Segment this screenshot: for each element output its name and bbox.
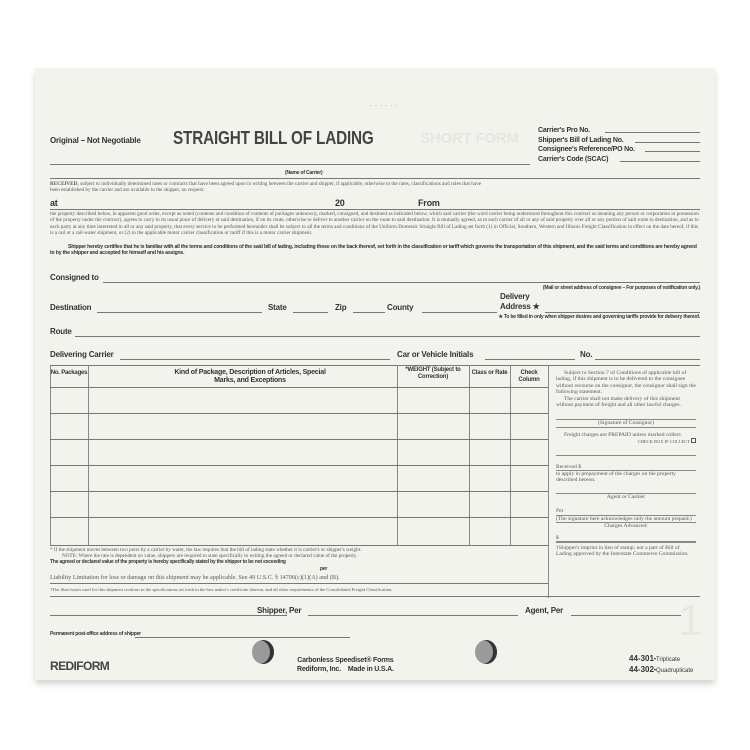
liability-text: Liability Limitation for loss or damage … [50,574,340,581]
consigned-to-label: Consigned to [50,273,99,282]
col-check: Check Column [518,370,540,383]
destination-field[interactable] [97,312,262,313]
received-text: , subject to individually determined rat… [50,181,482,194]
bol-no-field[interactable] [635,142,700,143]
table-row[interactable] [50,517,548,518]
table-row[interactable] [50,439,548,440]
shipment-table: No. Packages Kind of Package, Descriptio… [50,365,700,598]
at-from-field[interactable] [50,209,700,210]
zip-label: Zip [335,303,347,312]
scac-field[interactable] [620,161,700,162]
prepaid-panel: Subject to Section 7 of Conditions of ap… [556,370,696,558]
binder-hole [252,640,274,664]
received-label: RECEIVED [50,181,78,187]
terms-paragraph: the property described below, in apparen… [50,211,699,236]
col-packages: No. Packages [50,370,88,376]
carriers-pro-label: Carrier's Pro No. [538,127,590,134]
car-initials-label: Car or Vehicle Initials [397,350,474,359]
consignee-ref-label: Consignee's Reference/PO No. [538,146,635,153]
table-row[interactable] [50,545,548,546]
fibre-note: †The fibre boxes used for this shipment … [50,587,393,592]
pro-no-field[interactable] [605,132,700,133]
col-description: Kind of Package, Description of Articles… [174,369,326,384]
declared-value-text: The agreed or declared value of the prop… [50,559,286,565]
name-of-carrier-label: (Name of Carrier) [285,170,323,176]
short-form-watermark: SHORT FORM [420,130,519,147]
divider [50,583,548,584]
state-field[interactable] [293,312,328,313]
delivery-address-field[interactable] [545,312,700,313]
no-label: No. [580,350,593,359]
divider [50,596,700,597]
county-label: County [387,303,414,312]
from-label: From [418,198,440,208]
certification-paragraph: Shipper hereby certifies that he is fami… [50,244,697,257]
permanent-address-field[interactable] [135,637,350,638]
table-row[interactable] [50,491,548,492]
page-title: STRAIGHT BILL OF LADING [173,128,374,148]
rediform-logo: REDIFORM [50,659,110,673]
no-field[interactable] [595,359,700,360]
state-label: State [268,303,287,312]
form-codes: 44-301•Triplicate 44-302•Quadruplicate [629,654,694,674]
county-field[interactable] [422,312,497,313]
shipper-per-label: Shipper, Per [257,606,302,615]
perforation: - - - - - - [370,103,398,109]
col-weight: *WEIGHT (Subject to Correction) [405,367,461,380]
original-label: Original – Not Negotiable [50,136,141,145]
table-row[interactable] [50,413,548,414]
value-note: NOTE: Where the rate is dependent on val… [62,553,358,560]
water-note: * If the shipment moves between two port… [50,547,362,553]
shipper-per-field[interactable] [308,615,518,616]
charges-advanced-field[interactable]: $ [556,535,696,543]
agent-per-label: Agent, Per [525,606,564,615]
ref-no-field[interactable] [645,151,700,152]
consigned-to-field[interactable] [103,282,700,283]
table-row[interactable] [50,387,548,388]
route-label: Route [50,327,72,336]
per-field[interactable]: Per [556,508,696,516]
scac-label: Carrier's Code (SCAC) [538,155,609,163]
copy-number: 1 [678,596,703,645]
route-field[interactable] [75,336,700,337]
delivering-carrier-label: Delivering Carrier [50,350,114,359]
table-row[interactable] [50,465,548,466]
at-label: at [50,198,58,208]
divider [50,178,700,179]
year-label: 20 [335,198,345,208]
agent-per-field[interactable] [571,615,681,616]
shipper-signature-field[interactable] [50,615,287,616]
zip-field[interactable] [353,312,385,313]
col-class: Class or Rate [471,370,508,376]
bill-of-lading-form: - - - - - - Original – Not Negotiable ST… [35,68,715,680]
binder-hole [475,640,497,664]
car-initials-field[interactable] [485,359,575,360]
delivery-address-label: Delivery Address ★ [500,292,540,311]
permanent-address-label: Permanent post-office address of shipper [50,631,141,637]
delivering-carrier-field[interactable] [120,359,390,360]
reference-fields: Carrier's Pro No. Shipper's Bill of Ladi… [538,126,635,164]
collect-checkbox[interactable] [691,438,696,444]
shipper-bol-label: Shipper's Bill of Lading No. [538,136,624,144]
received-amount-field[interactable]: Received $ [556,464,696,472]
carrier-name-field[interactable] [50,164,530,165]
declared-per: per [320,566,328,572]
destination-label: Destination [50,303,92,312]
consignor-signature-field[interactable]: (Signature of Consignor) [556,420,696,428]
star-note: ★ To be filled in only when shipper desi… [498,314,700,320]
carbonless-info: Carbonless Speediset® Forms Rediform, In… [297,657,394,673]
mail-note: (Mail or street address of consignee – F… [542,285,700,291]
